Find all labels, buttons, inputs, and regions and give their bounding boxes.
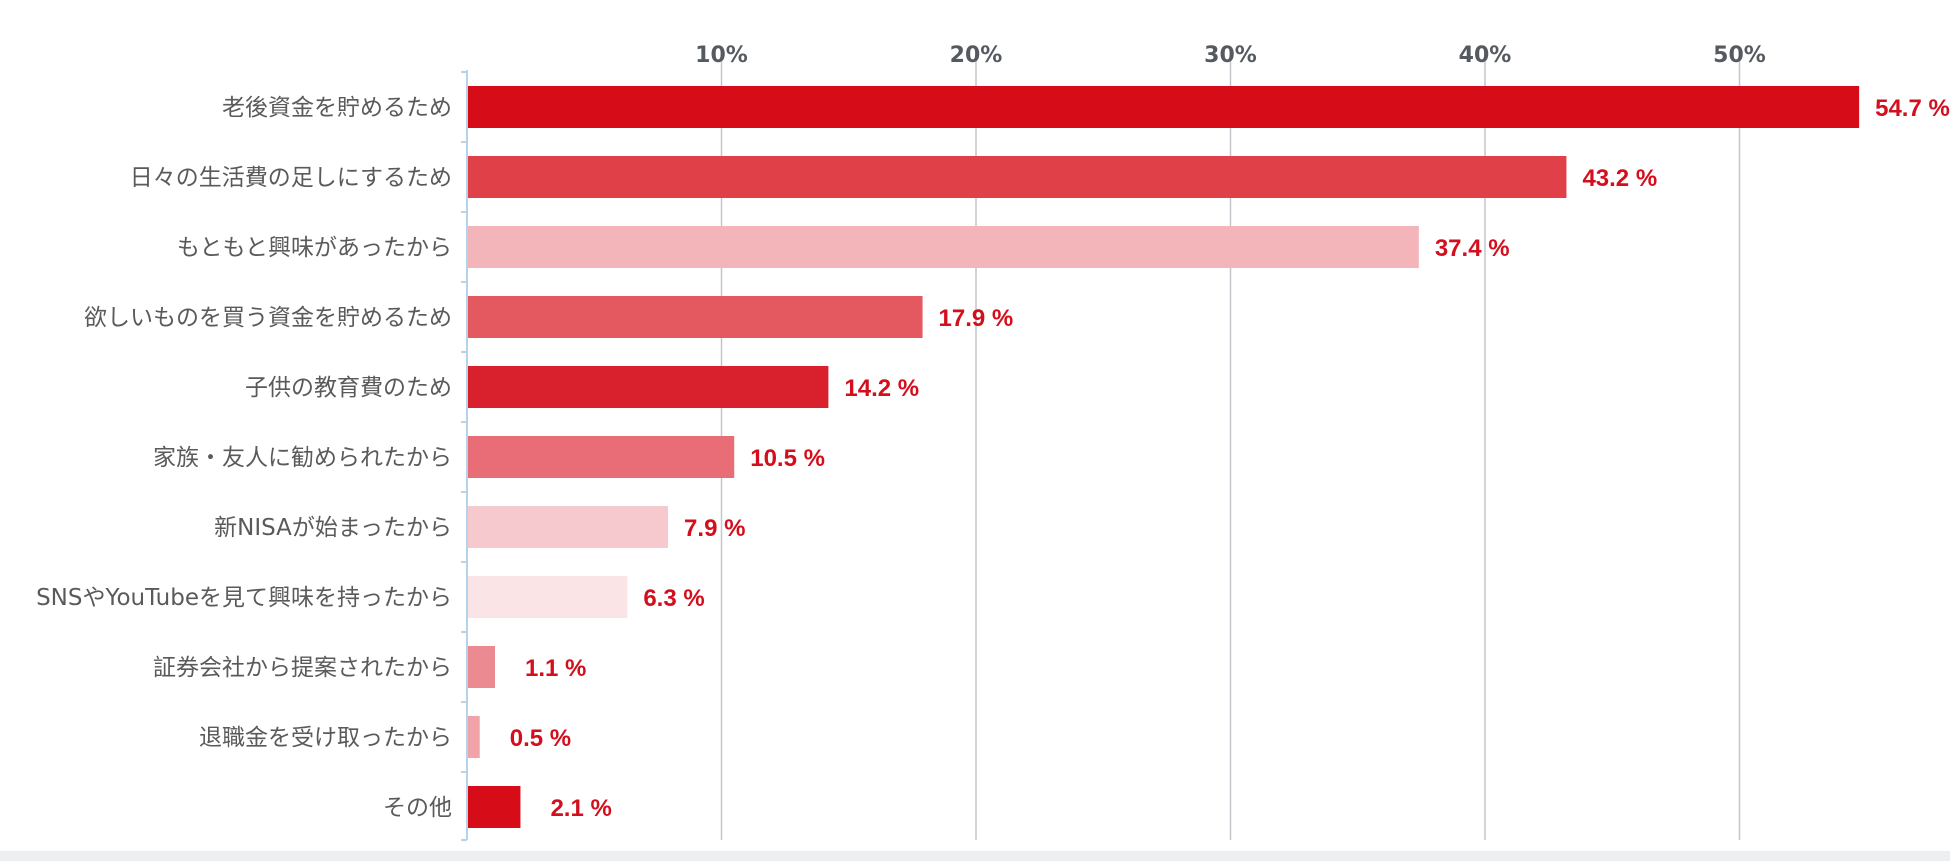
bar	[467, 226, 1419, 268]
value-label: 1.1 %	[525, 655, 586, 682]
value-label: 6.3 %	[643, 585, 704, 612]
footer-band	[0, 851, 1950, 861]
category-label: 退職金を受け取ったから	[199, 725, 452, 751]
category-label: 証券会社から提案されたから	[153, 655, 452, 681]
category-label: SNSやYouTubeを見て興味を持ったから	[36, 585, 452, 611]
bars	[467, 86, 1860, 828]
category-label: もともと興味があったから	[177, 235, 452, 261]
value-label: 10.5 %	[750, 445, 825, 472]
category-label: 日々の生活費の足しにするため	[130, 165, 452, 191]
value-labels: 54.7 % 43.2 % 37.4 % 17.9 % 14.2 % 10.5 % 7.9 …	[510, 95, 1950, 822]
bar	[467, 296, 923, 338]
x-tick-label: 40%	[1459, 43, 1512, 68]
value-label: 43.2 %	[1582, 165, 1657, 192]
value-label: 7.9 %	[684, 515, 745, 542]
category-label: 家族・友人に勧められたから	[153, 445, 452, 471]
category-label: 欲しいものを買う資金を貯めるため	[84, 305, 452, 331]
x-tick-label: 10%	[695, 43, 748, 68]
bar	[467, 646, 495, 688]
value-label: 54.7 %	[1875, 95, 1950, 122]
bar	[467, 86, 1860, 128]
x-tick-label: 30%	[1204, 43, 1257, 68]
bar	[467, 786, 521, 828]
x-axis-ticks: 10% 20% 30% 40% 50%	[695, 43, 1766, 68]
value-label: 2.1 %	[550, 795, 611, 822]
category-label: 老後資金を貯めるため	[222, 95, 452, 121]
bar	[467, 156, 1567, 198]
value-label: 14.2 %	[844, 375, 919, 402]
value-label: 0.5 %	[510, 725, 571, 752]
category-label: 新NISAが始まったから	[214, 515, 452, 541]
category-labels: 老後資金を貯めるため日々の生活費の足しにするためもともと興味があったから欲しいも…	[36, 95, 452, 821]
category-label: 子供の教育費のため	[245, 375, 452, 401]
value-label: 17.9 %	[939, 305, 1014, 332]
bar	[467, 506, 669, 548]
bar	[467, 716, 480, 758]
category-label: その他	[383, 795, 452, 821]
bar	[467, 576, 628, 618]
bar	[467, 366, 829, 408]
value-label: 37.4 %	[1435, 235, 1510, 262]
bar	[467, 436, 735, 478]
x-tick-label: 50%	[1713, 43, 1766, 68]
y-axis	[461, 70, 468, 841]
x-tick-label: 20%	[950, 43, 1003, 68]
